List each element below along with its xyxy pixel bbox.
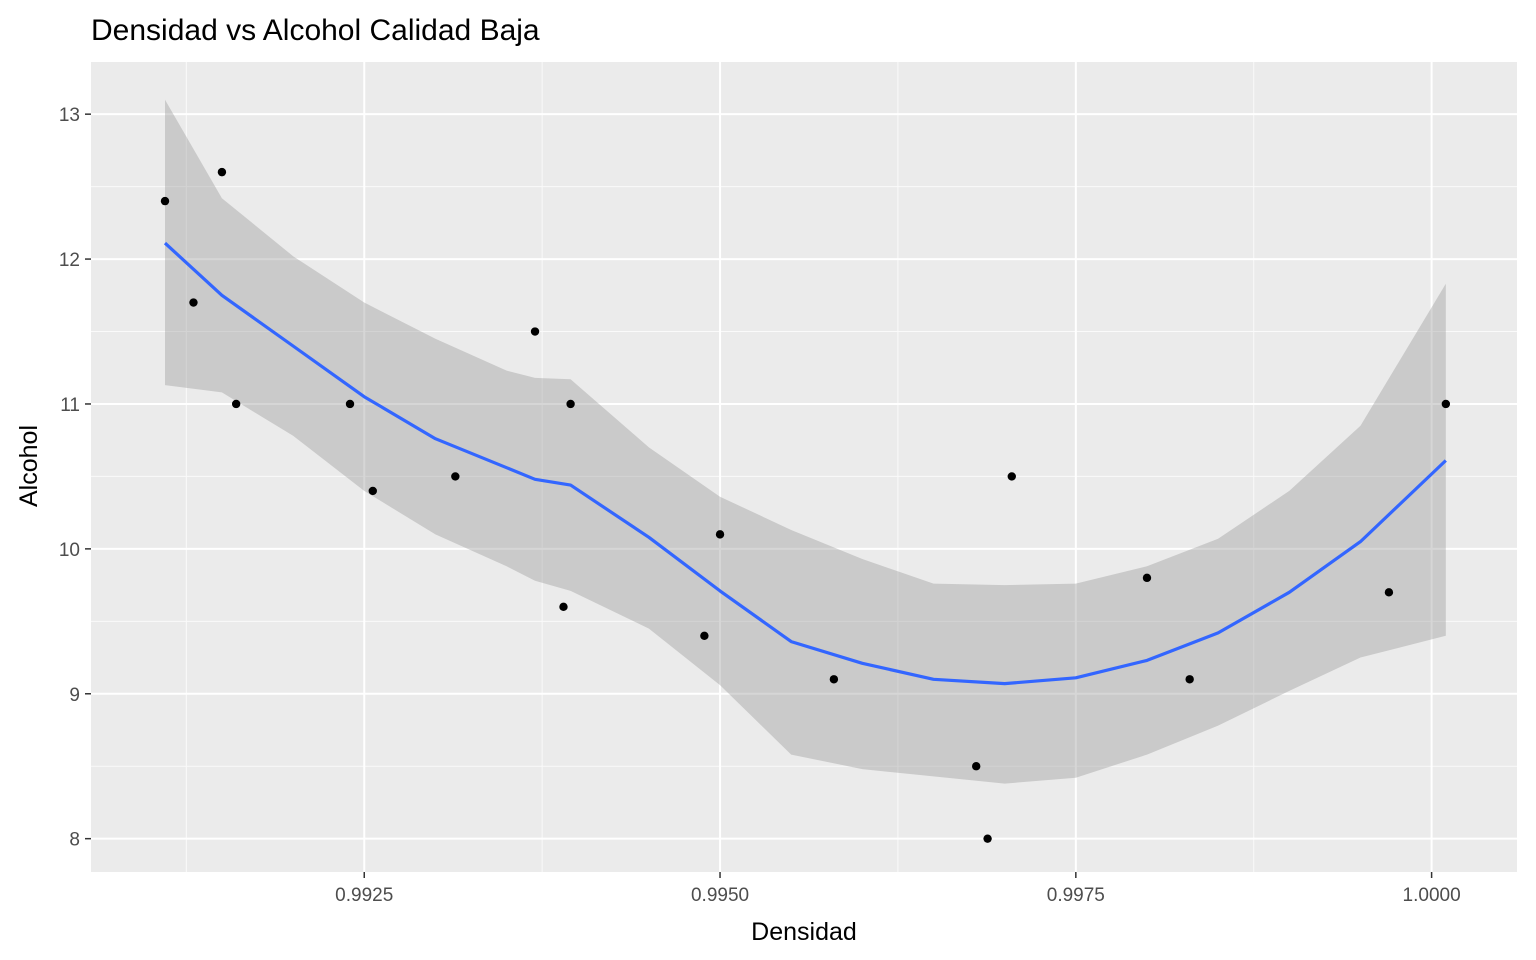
data-point <box>1142 573 1152 583</box>
data-point <box>217 167 227 177</box>
x-axis-ticks: 0.9925 0.9950 0.9975 1.0000 <box>335 872 1461 906</box>
data-point <box>566 399 575 409</box>
data-point <box>983 834 992 843</box>
x-tick-label: 1.0000 <box>1403 885 1461 906</box>
data-point <box>829 675 839 684</box>
data-point <box>972 762 981 771</box>
data-point <box>1384 588 1394 597</box>
smooth-trend-line <box>163 241 1447 686</box>
y-axis-title: Alcohol <box>15 425 43 507</box>
data-point <box>1441 399 1451 409</box>
x-axis-title: Densidad <box>751 918 857 946</box>
data-point <box>368 486 377 496</box>
plot-panel <box>91 62 1517 872</box>
data-point <box>700 631 709 641</box>
data-point <box>715 530 725 539</box>
data-point <box>1185 675 1194 684</box>
y-axis-ticks: 8 9 10 11 12 13 <box>59 105 91 851</box>
x-tick-label: 0.9925 <box>335 885 393 906</box>
y-tick-label: 10 <box>59 540 80 561</box>
x-tick-label: 0.9975 <box>1047 885 1105 906</box>
data-point <box>231 399 241 409</box>
data-point <box>451 472 460 481</box>
y-tick-label: 9 <box>69 685 80 706</box>
data-point <box>345 399 355 409</box>
data-point <box>1007 472 1016 481</box>
data-points <box>160 167 1451 843</box>
y-tick-label: 13 <box>59 105 80 126</box>
data-point <box>189 298 198 307</box>
major-gridlines <box>91 62 1517 872</box>
y-tick-label: 12 <box>59 250 80 271</box>
y-tick-label: 8 <box>69 830 80 851</box>
data-point <box>160 196 170 206</box>
data-point <box>530 327 540 336</box>
chart-title: Densidad vs Alcohol Calidad Baja <box>91 14 540 47</box>
confidence-band <box>165 99 1446 784</box>
data-point <box>559 602 568 612</box>
y-tick-label: 11 <box>60 395 80 416</box>
x-tick-label: 0.9950 <box>691 885 749 906</box>
minor-gridlines <box>91 62 1517 872</box>
